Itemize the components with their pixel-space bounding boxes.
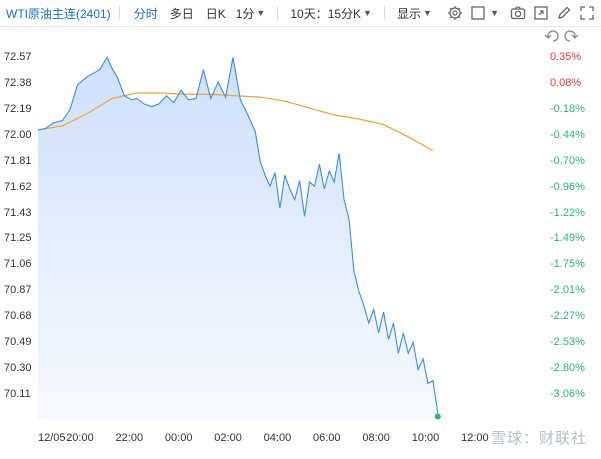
chevron-down-icon: ▼ (256, 8, 266, 18)
percent-tick-label: -0.96% (550, 181, 585, 193)
toolbar-divider (277, 6, 279, 20)
price-line (37, 56, 439, 414)
percent-tick-label: -3.06% (550, 388, 585, 400)
x-tick-label: 08:00 (362, 432, 390, 444)
y-tick-label: 71.43 (4, 207, 32, 219)
period-select-label: 1分 (235, 6, 255, 21)
x-tick-label: 12/05 (38, 432, 66, 444)
y-tick-label: 72.00 (4, 129, 32, 141)
x-tick-label: 00:00 (165, 432, 193, 444)
period-select[interactable]: 1分 ▼ (236, 5, 266, 22)
percent-tick-label: -2.01% (550, 284, 585, 296)
fullscreen-icon[interactable] (577, 3, 597, 23)
chart-history-controls (544, 30, 579, 42)
percent-tick-label: -0.70% (550, 155, 585, 167)
camera-icon[interactable] (508, 3, 528, 23)
x-tick-label: 10:00 (412, 432, 440, 444)
instrument-title[interactable]: WTI原油主连(2401) (6, 6, 111, 21)
y-tick-label: 70.49 (4, 336, 32, 348)
chevron-down-icon: ▼ (422, 8, 432, 18)
percent-tick-label: -1.75% (550, 258, 585, 270)
y-axis-percent-labels: 0.35% 0.08% -0.18% -0.44% -0.70% -0.96% -1.22%… (550, 51, 585, 400)
y-tick-label: 71.62 (4, 181, 32, 193)
y-tick-label: 70.30 (4, 362, 32, 374)
chevron-down-icon[interactable]: ▼ (490, 8, 499, 18)
x-tick-label: 06:00 (313, 432, 341, 444)
y-tick-label: 71.25 (4, 232, 32, 244)
y-tick-label: 70.68 (4, 310, 32, 322)
price-area-fill (38, 57, 438, 419)
x-axis-time-labels: 12/05 20:00 22:00 00:00 02:00 04:00 06:00 08:00… (38, 432, 489, 444)
percent-tick-label: -1.49% (550, 232, 585, 244)
square-checkbox-icon[interactable] (468, 3, 488, 23)
x-tick-label: 22:00 (116, 432, 144, 444)
y-tick-label: 71.81 (4, 155, 32, 167)
redo-icon[interactable] (564, 30, 579, 42)
chevron-down-icon: ▼ (363, 8, 372, 18)
percent-tick-label: -0.44% (550, 129, 585, 141)
percent-tick-label: -2.53% (550, 336, 585, 348)
tab-multi-day[interactable]: 多日 (169, 6, 194, 21)
toolbar-icons: ▼ (442, 0, 597, 26)
y-tick-label: 72.57 (4, 51, 32, 63)
undo-icon[interactable] (544, 30, 559, 42)
intraday-chart[interactable]: 72.57 72.38 72.19 72.00 71.81 71.62 71.43 71.25… (0, 27, 601, 454)
range-select-label: 10天：15分K (290, 6, 362, 21)
chart-toolbar: WTI原油主连(2401) 分时 多日 日K 1分 ▼ 10天：15分K ▼ 显示 ▼… (0, 0, 601, 27)
percent-tick-label: 0.35% (550, 51, 581, 63)
percent-tick-label: -1.22% (550, 207, 585, 219)
x-tick-label: 04:00 (264, 432, 292, 444)
last-price-marker (434, 413, 441, 420)
tab-intraday[interactable]: 分时 (133, 6, 158, 21)
toolbar-divider (118, 6, 120, 20)
percent-tick-label: -2.80% (550, 362, 585, 374)
toolbar-divider (383, 6, 385, 20)
y-axis-price-labels: 72.57 72.38 72.19 72.00 71.81 71.62 71.43 71.25… (4, 51, 32, 400)
display-select[interactable]: 显示 ▼ (397, 5, 432, 22)
percent-tick-label: 0.08% (550, 77, 581, 89)
percent-tick-label: -2.27% (550, 310, 585, 322)
pencil-icon[interactable] (554, 3, 574, 23)
average-price-line (37, 92, 434, 152)
y-tick-label: 71.06 (4, 258, 32, 270)
tab-daily-k[interactable]: 日K (205, 6, 226, 21)
watermark: 雪球：财联社 (490, 429, 587, 447)
display-select-label: 显示 (396, 6, 421, 21)
x-tick-label: 12:00 (461, 432, 489, 444)
expand-icon[interactable] (531, 3, 551, 23)
chart-canvas[interactable]: 72.57 72.38 72.19 72.00 71.81 71.62 71.43 71.25… (0, 27, 601, 454)
x-tick-label: 20:00 (66, 432, 94, 444)
y-tick-label: 72.19 (4, 103, 32, 115)
y-tick-label: 70.11 (4, 388, 31, 400)
y-tick-label: 70.87 (4, 284, 32, 296)
x-tick-label: 02:00 (214, 432, 242, 444)
gear-icon[interactable] (445, 3, 465, 23)
percent-tick-label: -0.18% (550, 103, 585, 115)
range-select[interactable]: 10天：15分K ▼ (290, 5, 372, 22)
y-tick-label: 72.38 (4, 77, 32, 89)
